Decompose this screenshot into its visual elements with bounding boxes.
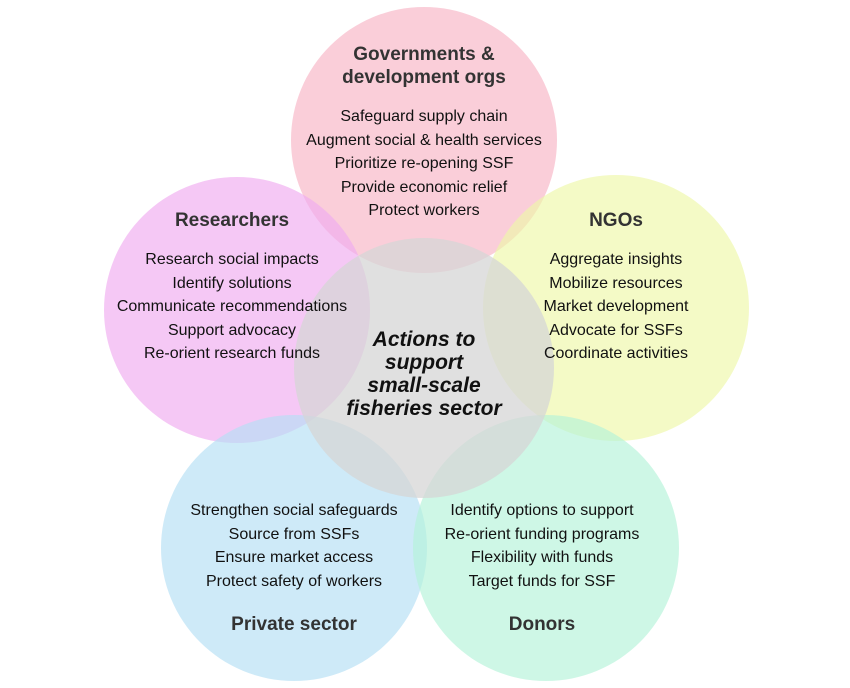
circle-private [161, 415, 427, 681]
list-item: Target funds for SSF [468, 572, 616, 590]
center-line: small-scale [367, 374, 481, 397]
list-item: Provide economic relief [340, 178, 508, 196]
list-item: Research social impacts [145, 251, 319, 268]
list-item: Coordinate activities [543, 345, 689, 362]
list-item: Aggregate insights [549, 251, 683, 268]
circle-governments [291, 7, 557, 273]
list-item: Re-orient research funds [143, 345, 321, 362]
list-item: Flexibility with funds [470, 549, 614, 566]
group-title: NGOs [589, 210, 643, 231]
group-researchers: Researchers Research social impacts Iden… [92, 209, 372, 366]
center-line: support [384, 351, 464, 374]
list-item: Prioritize re-opening SSF [334, 155, 514, 172]
list-item: Protect workers [368, 202, 480, 219]
list-item: Mobilize resources [549, 274, 683, 292]
group-ngos: NGOs Aggregate insights Mobilize resourc… [486, 209, 746, 366]
group-title: Private sector [231, 614, 357, 635]
list-item: Advocate for SSFs [549, 321, 683, 339]
circle-center [294, 238, 554, 498]
list-item: Safeguard supply chain [340, 108, 508, 125]
group-donors: Identify options to support Re-orient fu… [417, 499, 667, 636]
list-item: Strengthen social safeguards [190, 502, 398, 519]
list-item: Protect safety of workers [205, 572, 383, 590]
list-item: Market development [543, 298, 689, 315]
list-item: Support advocacy [167, 321, 297, 339]
list-item: Communicate recommendations [116, 298, 348, 315]
center-label: Actions to support small-scale fisheries… [324, 328, 524, 420]
list-item: Identify options to support [450, 502, 634, 519]
group-title: development orgs [342, 67, 506, 88]
list-item: Ensure market access [214, 549, 374, 566]
group-title: Governments & [353, 44, 495, 65]
list-item: Augment social & health services [306, 131, 542, 149]
group-private: Strengthen social safeguards Source from… [164, 499, 424, 636]
center-line: Actions to [372, 328, 476, 351]
list-item: Source from SSFs [228, 525, 360, 543]
group-title: Donors [508, 614, 576, 635]
center-line: fisheries sector [346, 397, 502, 420]
group-governments: Governments & development orgs Safeguard… [274, 43, 574, 223]
list-item: Re-orient funding programs [444, 525, 640, 543]
group-title: Researchers [174, 210, 290, 231]
list-item: Identify solutions [172, 274, 292, 292]
